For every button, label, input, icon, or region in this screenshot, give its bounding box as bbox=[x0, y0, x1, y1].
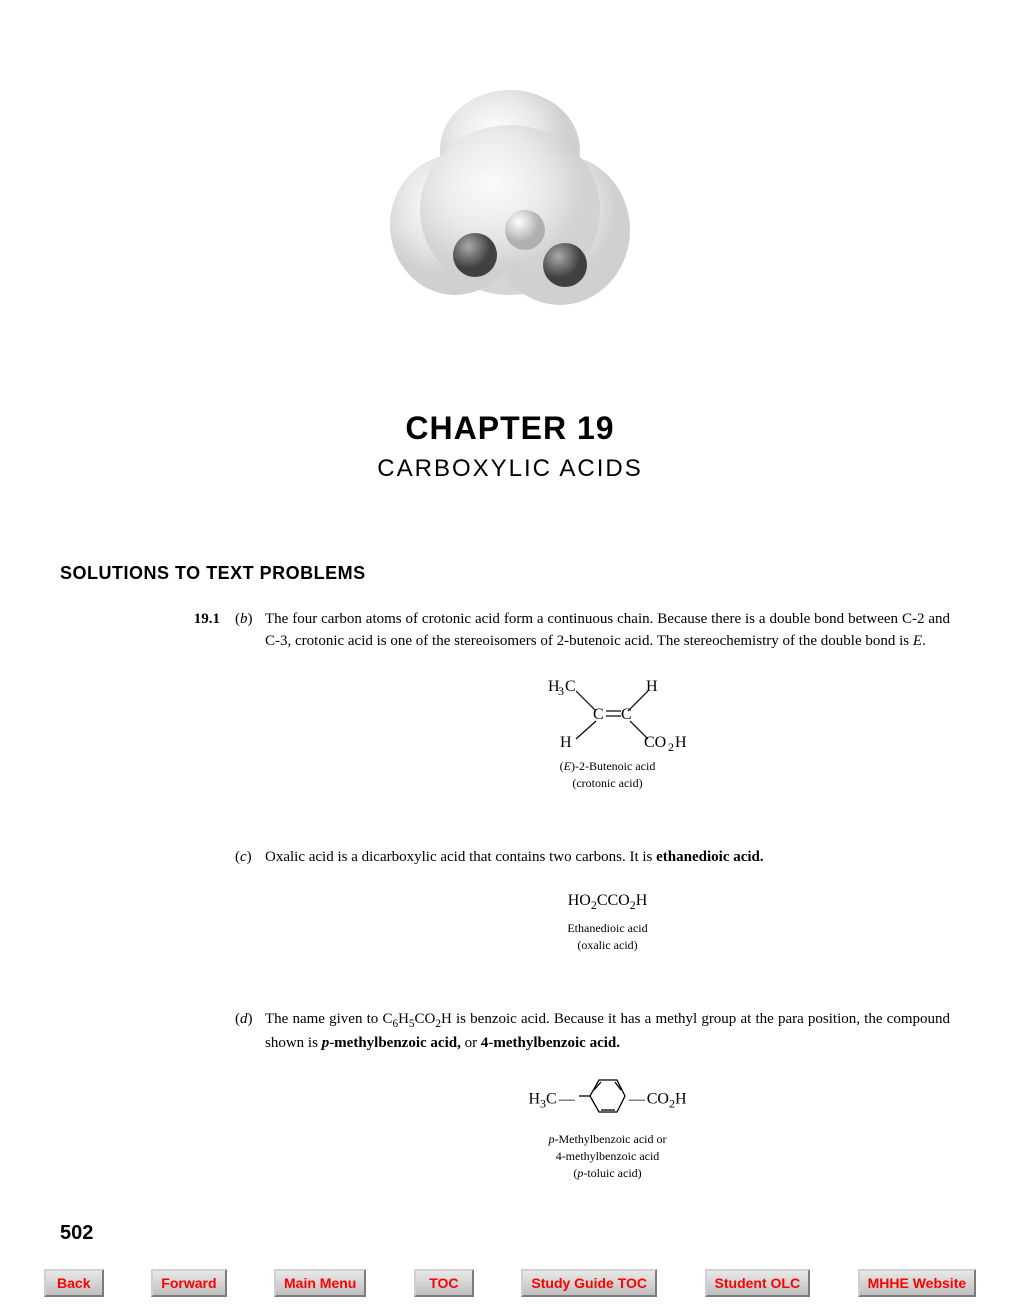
problem-item: 19.1 b The four carbon atoms of crotonic… bbox=[60, 609, 960, 817]
problem-item: c Oxalic acid is a dicarboxylic acid tha… bbox=[235, 847, 960, 979]
toc-button[interactable]: TOC bbox=[414, 1269, 474, 1297]
svg-text:3: 3 bbox=[558, 684, 564, 698]
problem-text: The name given to C6H5CO2H is benzoic ac… bbox=[265, 1009, 960, 1207]
page-number: 502 bbox=[60, 1222, 93, 1245]
chemical-structure-b: H 3 C H C C H CO 2 H bbox=[265, 673, 950, 793]
problem-letter: b bbox=[235, 609, 265, 817]
svg-text:H: H bbox=[646, 678, 658, 695]
chemical-structure-d: H3C— —CO2H p-Methylbenzoic acid or 4-met… bbox=[265, 1074, 950, 1182]
svg-text:C: C bbox=[565, 678, 576, 695]
svg-text:H: H bbox=[560, 734, 572, 751]
forward-button[interactable]: Forward bbox=[151, 1269, 226, 1297]
mhhe-website-button[interactable]: MHHE Website bbox=[858, 1269, 977, 1297]
page-content: CHAPTER 19 CARBOXYLIC ACIDS SOLUTIONS TO… bbox=[0, 0, 1020, 1208]
svg-text:2: 2 bbox=[668, 740, 674, 753]
problem-text: The four carbon atoms of crotonic acid f… bbox=[265, 609, 960, 817]
study-guide-toc-button[interactable]: Study Guide TOC bbox=[521, 1269, 657, 1297]
main-menu-button[interactable]: Main Menu bbox=[274, 1269, 366, 1297]
svg-text:C: C bbox=[593, 706, 604, 723]
molecule-diagram bbox=[370, 80, 650, 360]
problem-text: Oxalic acid is a dicarboxylic acid that … bbox=[265, 847, 960, 979]
svg-text:CO: CO bbox=[644, 734, 666, 751]
problem-letter: c bbox=[235, 847, 265, 979]
chapter-subtitle: CARBOXYLIC ACIDS bbox=[60, 455, 960, 483]
nav-bar: Back Forward Main Menu TOC Study Guide T… bbox=[0, 1269, 1020, 1297]
chapter-title: CHAPTER 19 bbox=[60, 410, 960, 447]
svg-text:H: H bbox=[675, 734, 687, 751]
student-olc-button[interactable]: Student OLC bbox=[705, 1269, 811, 1297]
problem-item: d The name given to C6H5CO2H is benzoic … bbox=[235, 1009, 960, 1207]
section-header: SOLUTIONS TO TEXT PROBLEMS bbox=[60, 563, 960, 584]
back-button[interactable]: Back bbox=[44, 1269, 104, 1297]
chemical-structure-c: HO2CCO2H Ethanedioic acid (oxalic acid) bbox=[265, 889, 950, 954]
problem-number: 19.1 bbox=[175, 609, 235, 817]
problem-letter: d bbox=[235, 1009, 265, 1207]
svg-text:C: C bbox=[621, 706, 632, 723]
